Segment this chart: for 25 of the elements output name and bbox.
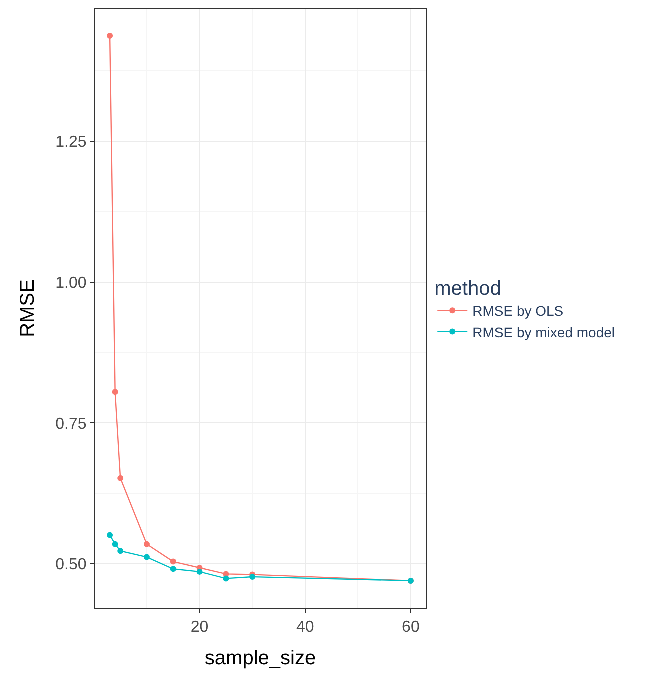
- point: [118, 548, 124, 554]
- x-tick-label: 60: [402, 619, 420, 636]
- legend-label: RMSE by mixed model: [472, 324, 616, 340]
- point: [170, 566, 176, 572]
- legend-title: method: [434, 278, 502, 300]
- x-axis-title: sample_size: [204, 648, 316, 670]
- point: [112, 389, 118, 396]
- y-tick-label: 0.50: [56, 556, 87, 574]
- y-tick-label: 1.25: [56, 134, 87, 152]
- y-axis-title: RMSE: [17, 280, 40, 338]
- x-tick-label: 40: [296, 619, 314, 636]
- point: [107, 532, 114, 538]
- legend-label: RMSE by OLS: [472, 303, 564, 320]
- y-tick-label: 1.00: [56, 274, 87, 292]
- y-tick-label: 0.75: [56, 416, 87, 433]
- point: [144, 554, 150, 560]
- point: [144, 541, 150, 548]
- point: [112, 541, 118, 548]
- point: [170, 558, 176, 565]
- point: [196, 568, 203, 575]
- point: [118, 475, 124, 482]
- point: [223, 576, 230, 582]
- point: [107, 33, 114, 40]
- x-tick-label: 20: [190, 619, 209, 636]
- point: [250, 574, 256, 580]
